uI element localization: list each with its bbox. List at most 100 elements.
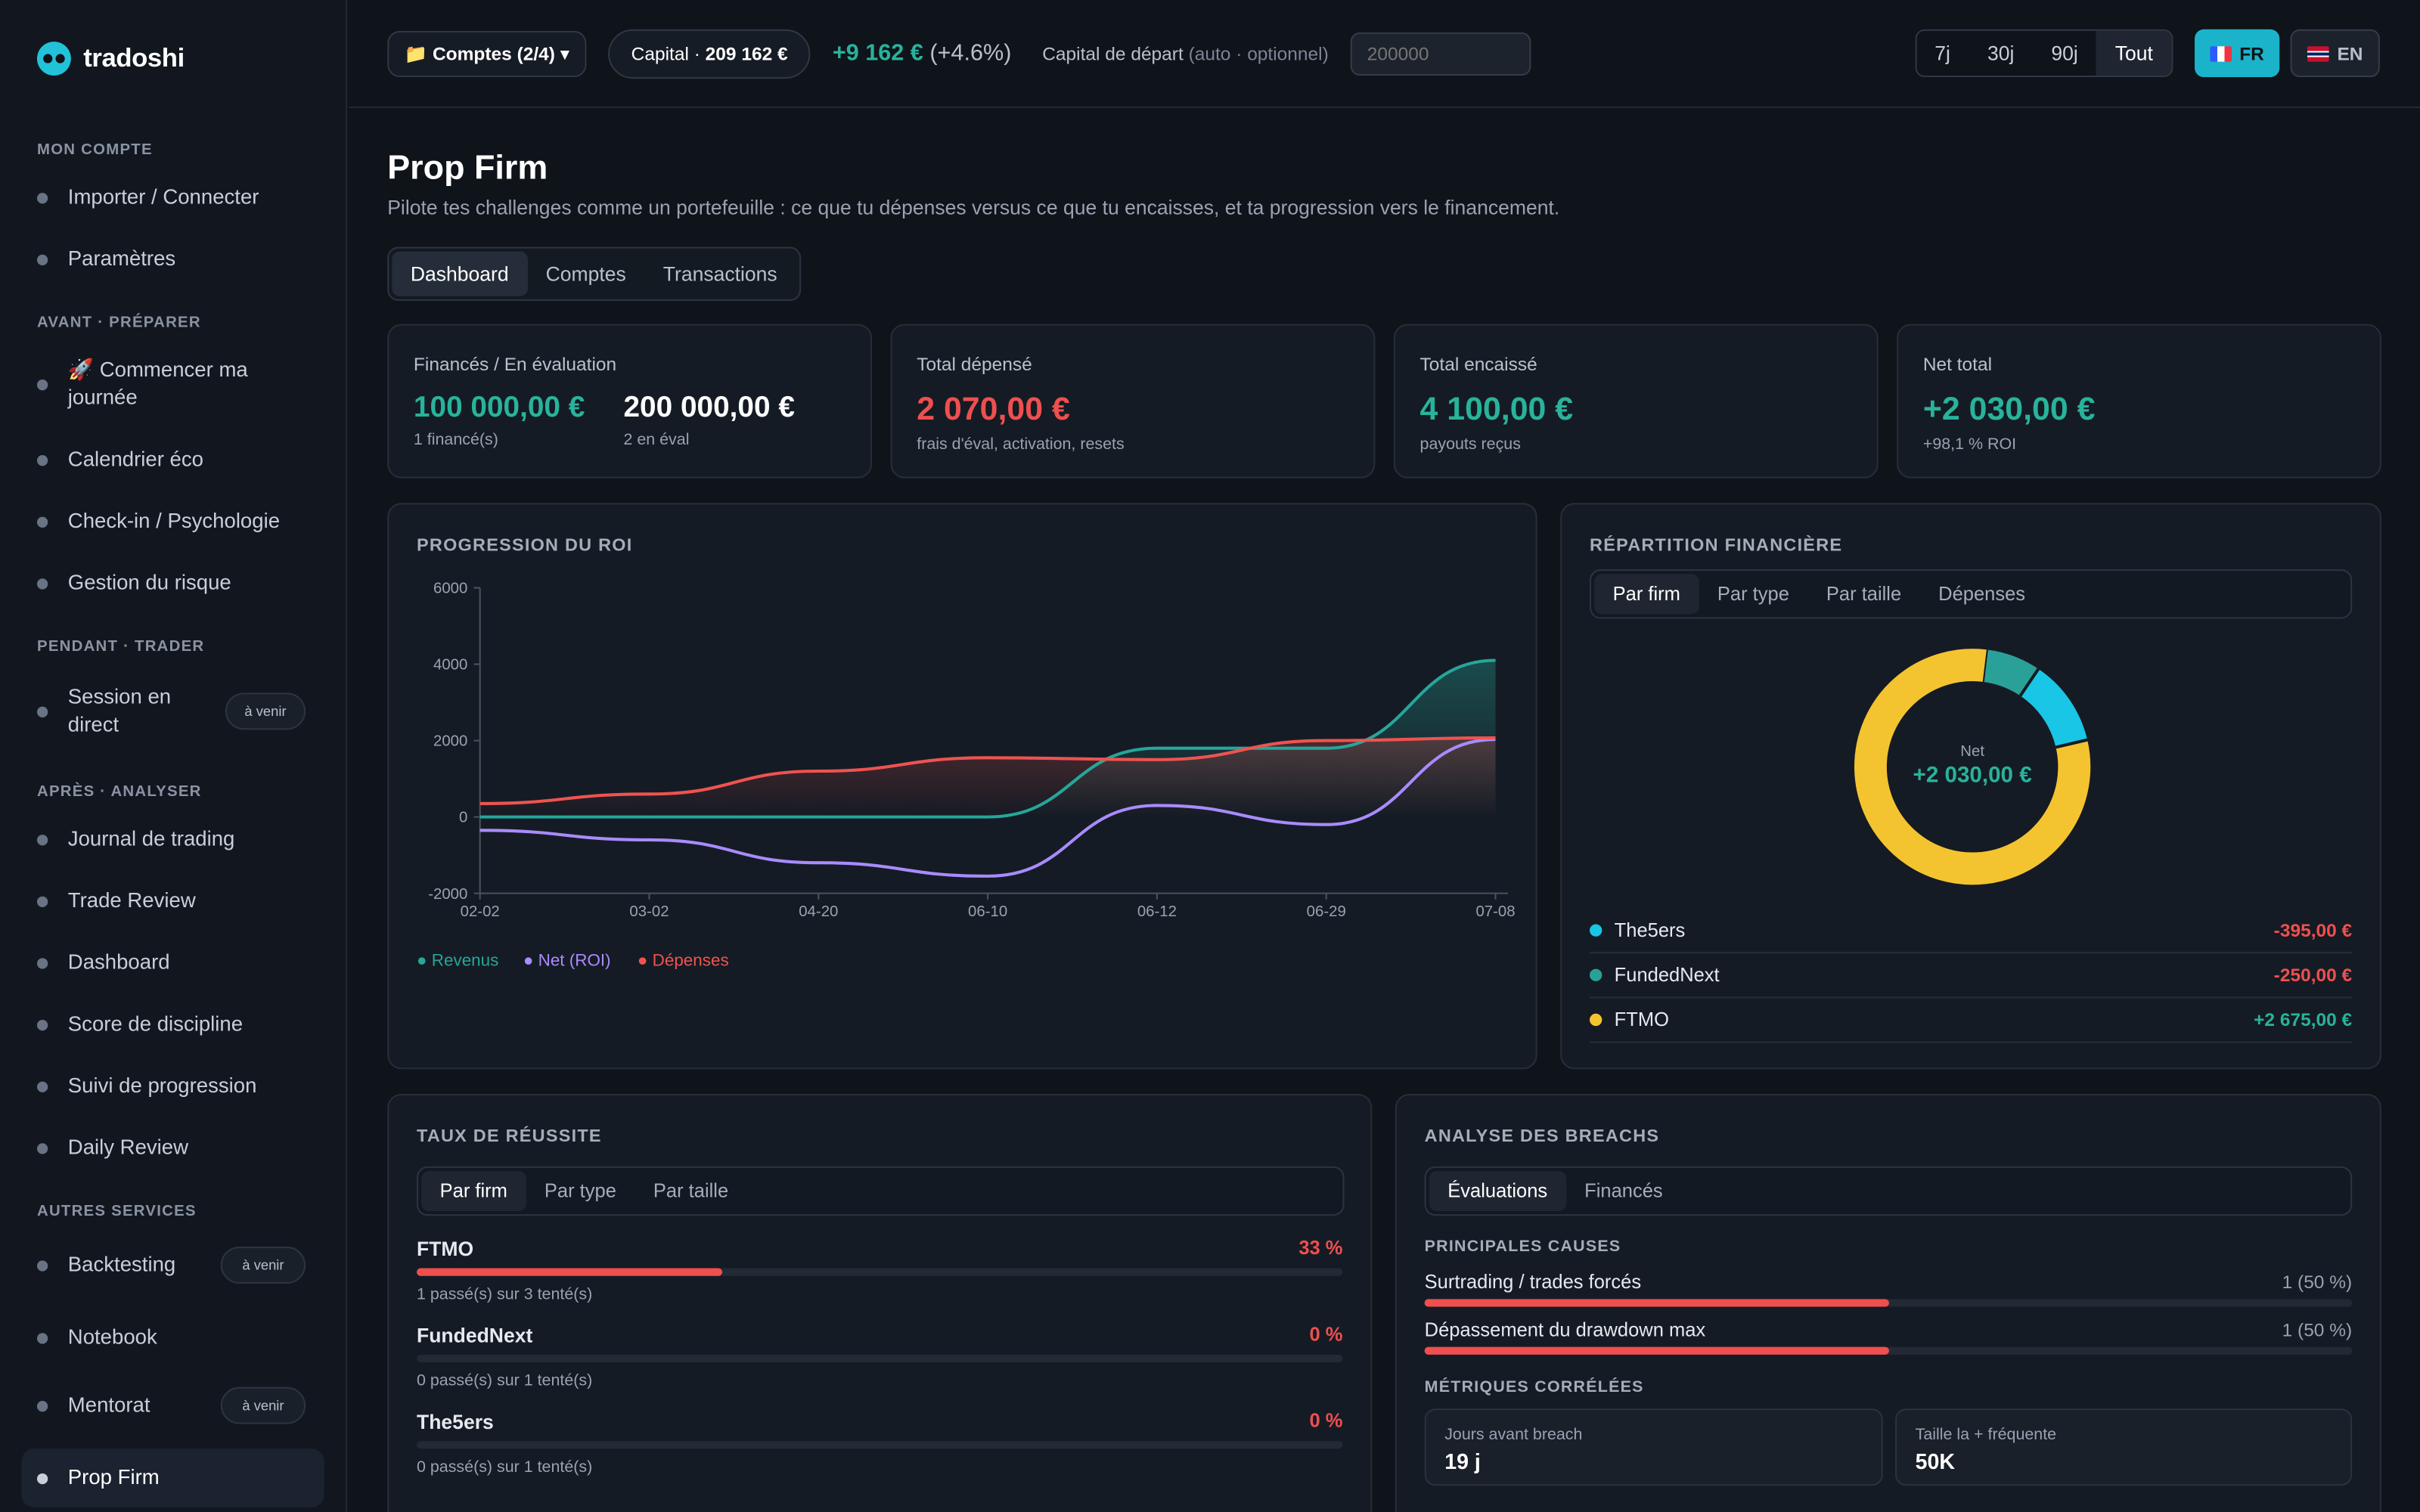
series-line-0	[479, 658, 1496, 819]
legend-item: ● Dépenses	[638, 951, 729, 970]
brand-logo[interactable]: tradoshi	[36, 42, 185, 76]
bullet-icon	[36, 379, 48, 390]
eval-amount: 200 000,00 €	[623, 392, 795, 425]
sidebar-item-calendar[interactable]: Calendrier éco	[36, 446, 324, 474]
sidebar-item-live-session[interactable]: Session en direct à venir	[36, 683, 324, 739]
section-title-account: MON COMPTE	[36, 141, 153, 160]
sidebar-item-label: Backtesting	[67, 1253, 176, 1276]
sidebar-item-label: Score de discipline	[67, 1012, 244, 1036]
x-tick-label: 02-02	[461, 903, 500, 920]
sidebar-item-label: Daily Review	[67, 1136, 189, 1159]
sidebar-item-prop-firm[interactable]: Prop Firm	[21, 1448, 324, 1507]
sidebar-item-discipline[interactable]: Score de discipline	[36, 1011, 324, 1039]
bullet-icon	[36, 1142, 48, 1154]
sidebar-item-label: Paramètres	[67, 246, 176, 271]
legend-value: -395,00 €	[2273, 919, 2353, 941]
sidebar-item-progress[interactable]: Suivi de progression	[36, 1072, 324, 1100]
tab-by-firm[interactable]: Par firm	[421, 1170, 526, 1212]
success-sub: 0 passé(s) sur 1 tenté(s)	[417, 1371, 593, 1390]
repartition-tabs: Par firm Par type Par taille Dépenses	[1590, 569, 2353, 619]
donut-separator	[2018, 668, 2040, 697]
stat-value: 2 070,00 €	[917, 392, 1070, 428]
funded-amount: 100 000,00 €	[413, 392, 585, 425]
tab-evaluations[interactable]: Évaluations	[1429, 1170, 1566, 1212]
metric-frequent-size: Taille la + fréquente 50K	[1895, 1408, 2353, 1486]
firm-name: FTMO	[417, 1237, 474, 1261]
causes-title: PRINCIPALES CAUSES	[1424, 1237, 1621, 1256]
success-rate-card: TAUX DE RÉUSSITE Par firm Par type Par t…	[387, 1093, 1373, 1512]
donut-center-label: Net	[1960, 743, 1985, 761]
lang-en-label: EN	[2337, 42, 2363, 64]
sidebar-item-checkin[interactable]: Check-in / Psychologie	[36, 507, 324, 535]
sidebar-item-settings[interactable]: Paramètres	[36, 245, 324, 273]
repartition-card: RÉPARTITION FINANCIÈRE Par firm Par type…	[1560, 503, 2381, 1070]
sidebar-item-label: Notebook	[67, 1325, 157, 1349]
tab-by-size[interactable]: Par taille	[1826, 583, 1902, 605]
page-tabs: Dashboard Comptes Transactions	[387, 246, 801, 301]
bullet-icon	[36, 1472, 48, 1484]
sidebar-item-label: Importer / Connecter	[67, 184, 259, 209]
period-7d-button[interactable]: 7j	[1934, 42, 1950, 65]
metric-label: Jours avant breach	[1444, 1425, 1583, 1445]
donut-slice-the5ers[interactable]	[2019, 668, 2088, 748]
sidebar-item-mentorat[interactable]: Mentorat à venir	[36, 1387, 324, 1424]
stat-card-funded: Financés / En évaluation 100 000,00 € 1 …	[387, 324, 873, 479]
legend-value: +2 675,00 €	[2254, 1009, 2353, 1031]
donut-slice-fundednext[interactable]	[1982, 649, 2039, 696]
tab-accounts[interactable]: Comptes	[545, 262, 626, 286]
period-all-button[interactable]: Tout	[2096, 30, 2172, 76]
tab-by-firm[interactable]: Par firm	[1594, 574, 1699, 615]
sidebar-item-journal[interactable]: Journal de trading	[36, 826, 324, 854]
sidebar-item-notebook[interactable]: Notebook	[36, 1324, 324, 1352]
accounts-dropdown[interactable]: 📁 Comptes (2/4) ▾	[387, 29, 587, 77]
bullet-icon	[36, 1080, 48, 1092]
tab-dashboard[interactable]: Dashboard	[392, 251, 528, 296]
tab-by-type[interactable]: Par type	[544, 1180, 616, 1202]
sidebar-item-dashboard[interactable]: Dashboard	[36, 949, 324, 977]
x-tick-label: 04-20	[799, 903, 838, 920]
sidebar-item-backtesting[interactable]: Backtesting à venir	[36, 1246, 324, 1284]
pnl-percent: (+4.6%)	[929, 40, 1012, 67]
sidebar-item-import[interactable]: Importer / Connecter	[36, 184, 324, 212]
lang-en-button[interactable]: EN	[2291, 29, 2380, 78]
firm-name: The5ers	[417, 1410, 494, 1433]
firm-name: FundedNext	[417, 1324, 533, 1347]
sidebar-item-daily-review[interactable]: Daily Review	[36, 1134, 324, 1162]
period-30d-button[interactable]: 30j	[1987, 42, 2015, 65]
page-title: Prop Firm	[387, 147, 548, 187]
x-tick-label: 03-02	[629, 903, 669, 920]
tab-by-size[interactable]: Par taille	[653, 1180, 729, 1202]
sidebar-item-label: Prop Firm	[67, 1465, 160, 1489]
sidebar-item-label: Mentorat	[67, 1393, 150, 1417]
sidebar-item-trade-review[interactable]: Trade Review	[36, 887, 324, 915]
color-dot-icon	[1590, 1013, 1602, 1027]
tab-expenses[interactable]: Dépenses	[1938, 583, 2026, 605]
sidebar-item-label: Gestion du risque	[67, 571, 231, 594]
stat-label: Total dépensé	[917, 353, 1032, 375]
tab-by-type[interactable]: Par type	[1717, 583, 1789, 605]
tab-transactions[interactable]: Transactions	[662, 262, 777, 286]
cause-label: Surtrading / trades forcés	[1424, 1271, 1642, 1294]
tab-funded[interactable]: Financés	[1584, 1180, 1663, 1202]
bullet-icon	[36, 1332, 48, 1343]
stat-card-net: Net total +2 030,00 € +98,1 % ROI	[1897, 324, 2381, 479]
stat-sub: +98,1 % ROI	[1922, 435, 2017, 454]
bullet-icon	[36, 895, 48, 906]
lang-fr-button[interactable]: FR	[2195, 29, 2280, 78]
bullet-icon	[36, 454, 48, 466]
page-subtitle: Pilote tes challenges comme un portefeui…	[387, 196, 1560, 219]
legend-item: ● Revenus	[417, 951, 498, 970]
lang-fr-label: FR	[2239, 42, 2264, 64]
success-row: The5ers 0 % 0 passé(s) sur 1 tenté(s)	[417, 1410, 1342, 1476]
period-90d-button[interactable]: 90j	[2051, 42, 2078, 65]
breach-card: ANALYSE DES BREACHS Évaluations Financés…	[1395, 1093, 2381, 1512]
success-tabs: Par firm Par type Par taille	[417, 1166, 1345, 1216]
sidebar-item-start-day[interactable]: 🚀 Commencer ma journée	[36, 356, 284, 411]
capital-value: 209 162 €	[705, 42, 788, 64]
series-line-1	[479, 738, 1496, 878]
start-capital-input[interactable]	[1350, 31, 1531, 75]
bullet-icon	[36, 253, 48, 265]
sidebar-item-risk[interactable]: Gestion du risque	[36, 569, 324, 597]
donut-slice-ftmo[interactable]	[1854, 649, 2091, 885]
